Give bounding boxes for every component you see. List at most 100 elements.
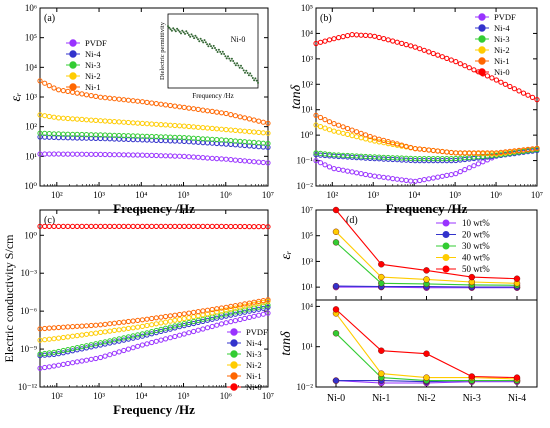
data-point (349, 127, 355, 133)
data-point (56, 351, 62, 357)
data-point (74, 135, 80, 141)
data-point (484, 73, 490, 79)
data-point (265, 310, 271, 316)
inset-point (191, 35, 194, 38)
data-point (232, 311, 238, 317)
data-point (125, 97, 131, 103)
data-point (83, 223, 90, 229)
data-point (107, 95, 113, 101)
data-point (209, 155, 215, 161)
data-point (256, 118, 262, 124)
data-point (107, 340, 113, 346)
data-point (313, 112, 319, 119)
inset-point (234, 64, 237, 67)
data-point (70, 360, 76, 366)
x-tick-label: 10² (51, 391, 63, 401)
inset-point (193, 37, 196, 40)
data-point (93, 355, 99, 362)
data-point (331, 128, 337, 134)
data-point (144, 121, 150, 127)
data-point (265, 297, 271, 303)
data-point (246, 300, 252, 306)
inset-frame (167, 13, 259, 89)
data-point (163, 325, 169, 331)
data-point (399, 40, 405, 47)
data-point (79, 116, 85, 123)
x-tick-label: 10⁴ (135, 190, 147, 200)
data-point (367, 33, 373, 39)
data-point (88, 356, 94, 362)
data-point (363, 132, 369, 138)
data-point (260, 305, 266, 311)
data-point (172, 153, 178, 159)
data-point (121, 97, 127, 103)
data-point (70, 151, 76, 157)
y-tick-label: 10⁰ (24, 230, 37, 240)
data-point (102, 223, 108, 229)
data-point (246, 158, 252, 164)
data-point (200, 223, 206, 229)
data-point (223, 156, 229, 162)
data-point (135, 334, 141, 340)
data-point (111, 350, 118, 356)
data-point (51, 85, 57, 91)
data-point (228, 157, 234, 163)
data-point (167, 223, 173, 229)
data-point (340, 124, 346, 130)
data-point (93, 132, 99, 138)
data-point (65, 88, 71, 95)
data-point (423, 374, 430, 381)
data-point (372, 33, 378, 39)
data-point (135, 223, 141, 229)
data-point (149, 121, 155, 127)
data-point (79, 332, 85, 338)
data-point (74, 323, 80, 329)
data-point (195, 309, 201, 315)
data-point (200, 326, 206, 332)
data-point (88, 331, 94, 337)
y-tick-label: 10¹ (301, 105, 313, 115)
data-point (139, 317, 145, 323)
data-point (144, 152, 150, 158)
data-point (177, 123, 183, 129)
data-point (260, 130, 266, 136)
data-point (93, 341, 99, 347)
data-point (65, 115, 71, 122)
data-point (358, 130, 364, 136)
data-point (153, 152, 159, 159)
data-point (237, 223, 243, 230)
data-point (242, 303, 248, 309)
data-point (223, 137, 229, 143)
data-point (390, 38, 396, 44)
inset-point (176, 27, 179, 30)
legend-label: Ni-1 (246, 371, 262, 381)
data-point (186, 135, 192, 141)
data-point (60, 334, 66, 341)
legend-label: Ni-4 (85, 49, 101, 59)
data-point (144, 137, 150, 143)
data-point (121, 319, 127, 325)
data-point (79, 344, 85, 350)
series-ni-1 (313, 112, 540, 156)
data-point (251, 139, 257, 145)
data-point (102, 136, 108, 142)
data-point (430, 50, 436, 57)
data-point (256, 312, 262, 318)
data-point (340, 130, 346, 136)
y-tick-label: 10⁻¹² (18, 382, 37, 392)
data-point (116, 96, 122, 102)
plot-frame (39, 209, 269, 388)
series-ni-1 (37, 297, 271, 332)
data-point (426, 147, 432, 153)
data-point (381, 36, 387, 42)
data-point (209, 108, 215, 115)
data-point (65, 334, 71, 340)
data-point (340, 167, 346, 173)
data-point (37, 78, 43, 84)
legend-label: Ni-4 (494, 23, 510, 33)
data-point (376, 136, 382, 142)
data-point (376, 174, 382, 180)
x-tick-label: 10⁶ (220, 190, 232, 200)
data-point (158, 320, 164, 326)
data-point (218, 126, 225, 132)
